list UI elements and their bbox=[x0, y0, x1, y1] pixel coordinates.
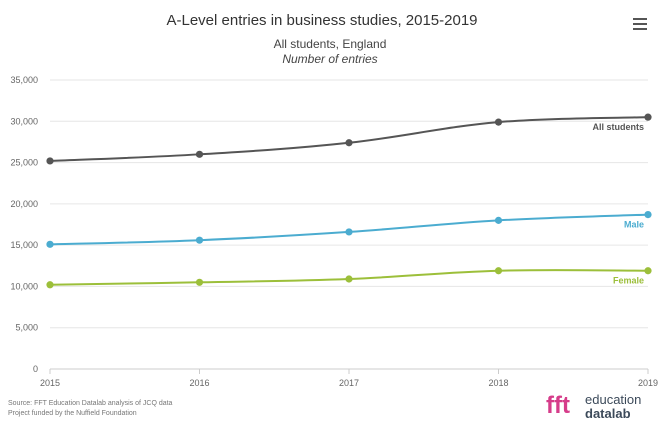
data-point-female[interactable] bbox=[494, 267, 503, 275]
series-label-all-students: All students bbox=[592, 122, 644, 132]
y-tick-label: 15,000 bbox=[10, 240, 38, 250]
y-tick-label: 10,000 bbox=[10, 281, 38, 291]
data-point-male[interactable] bbox=[345, 228, 353, 236]
series-label-male: Male bbox=[624, 220, 644, 230]
y-tick-label: 30,000 bbox=[10, 116, 38, 126]
data-point-female[interactable] bbox=[195, 278, 204, 286]
data-point-female[interactable] bbox=[345, 275, 353, 283]
y-tick-label: 25,000 bbox=[10, 158, 38, 168]
source-note: Source: FFT Education Datalab analysis o… bbox=[8, 400, 173, 407]
series-layer: All students Male Female bbox=[46, 113, 652, 289]
data-point-all-students[interactable] bbox=[195, 150, 204, 158]
series-female: Female bbox=[46, 267, 652, 289]
series-label-female: Female bbox=[613, 276, 644, 286]
funding-note: Project funded by the Nuffield Foundatio… bbox=[8, 410, 137, 417]
hamburger-menu-icon[interactable] bbox=[632, 17, 648, 31]
data-point-female[interactable] bbox=[644, 267, 652, 275]
logo-word-datalab: datalab bbox=[585, 406, 631, 421]
chart-subtitle: All students, England bbox=[274, 37, 387, 51]
y-tick-label: 5,000 bbox=[15, 323, 38, 333]
x-tick-label: 2018 bbox=[488, 378, 508, 388]
series-line-all-students bbox=[49, 116, 649, 162]
x-tick-label: 2016 bbox=[189, 378, 209, 388]
data-point-male[interactable] bbox=[494, 216, 503, 224]
data-point-male[interactable] bbox=[46, 240, 54, 248]
y-tick-label: 0 bbox=[33, 364, 38, 374]
chart-title: A-Level entries in business studies, 201… bbox=[166, 12, 477, 29]
logo-word-education: education bbox=[585, 392, 641, 407]
x-tick-label: 2015 bbox=[40, 378, 60, 388]
data-point-all-students[interactable] bbox=[494, 118, 503, 126]
data-point-male[interactable] bbox=[644, 210, 652, 219]
y-tick-label: 20,000 bbox=[10, 199, 38, 209]
x-tick-label: 2019 bbox=[638, 378, 658, 388]
data-point-all-students[interactable] bbox=[345, 139, 353, 147]
series-all-students: All students bbox=[46, 113, 652, 165]
series-male: Male bbox=[46, 210, 652, 248]
fft-education-datalab-logo: fft education datalab bbox=[546, 392, 641, 421]
y-axis-title: Number of entries bbox=[282, 52, 377, 66]
axis-layer: 0 5,000 10,000 15,000 20,000 25,000 30,000 35,0… bbox=[10, 75, 658, 388]
logo-mark: fft bbox=[546, 392, 570, 419]
data-point-all-students[interactable] bbox=[46, 157, 54, 165]
data-point-female[interactable] bbox=[46, 281, 54, 289]
x-tick-label: 2017 bbox=[339, 378, 359, 388]
grid-layer bbox=[50, 79, 648, 329]
y-tick-label: 35,000 bbox=[10, 75, 38, 85]
data-point-male[interactable] bbox=[195, 236, 204, 244]
data-point-all-students[interactable] bbox=[644, 113, 652, 121]
